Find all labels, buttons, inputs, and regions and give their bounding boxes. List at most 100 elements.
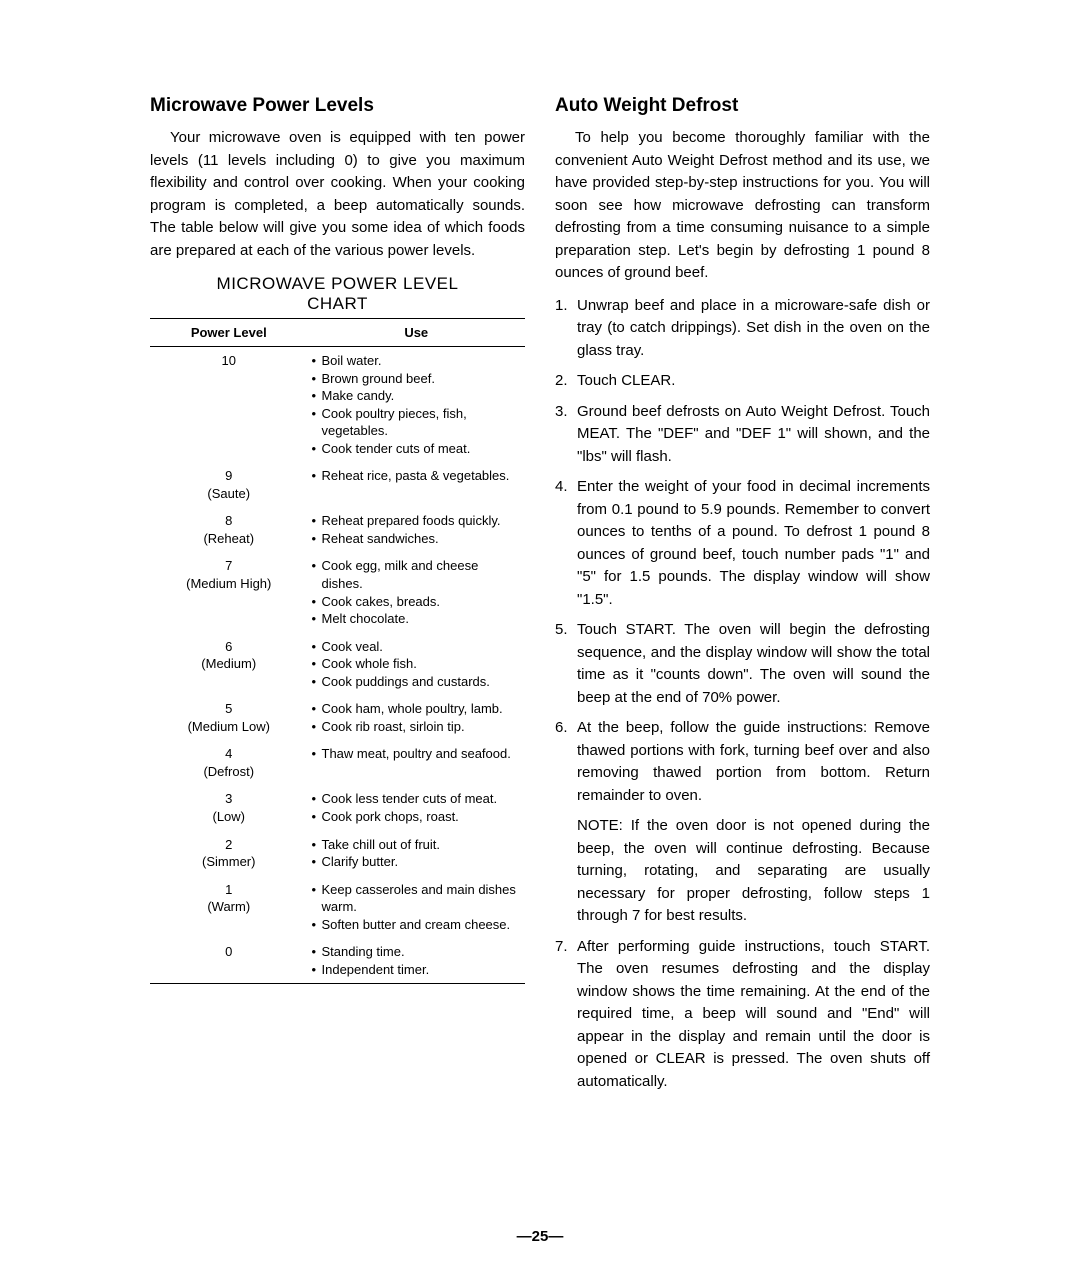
level-cell: 10 [150, 347, 308, 463]
use-item: Standing time. [312, 943, 522, 961]
table-row: 7(Medium High)Cook egg, milk and cheese … [150, 552, 525, 632]
level-cell: 3(Low) [150, 785, 308, 830]
level-number: 10 [154, 352, 304, 370]
chart-title: MICROWAVE POWER LEVEL CHART [150, 274, 525, 314]
use-item: Cook egg, milk and cheese dishes. [312, 557, 522, 592]
use-item: Cook poultry pieces, fish, vegetables. [312, 405, 522, 440]
chart-title-line2: CHART [307, 294, 368, 313]
defrost-heading: Auto Weight Defrost [555, 95, 930, 117]
table-row: 5(Medium Low)Cook ham, whole poultry, la… [150, 695, 525, 740]
uses-cell: Reheat rice, pasta & vegetables. [308, 462, 526, 507]
level-cell: 8(Reheat) [150, 507, 308, 552]
use-item: Cook veal. [312, 638, 522, 656]
right-column: Auto Weight Defrost To help you become t… [555, 95, 930, 1101]
use-item: Thaw meat, poultry and seafood. [312, 745, 522, 763]
level-number: 9 [154, 467, 304, 485]
step-item: Ground beef defrosts on Auto Weight Defr… [555, 401, 930, 469]
use-item: Reheat rice, pasta & vegetables. [312, 467, 522, 485]
left-column: Microwave Power Levels Your microwave ov… [150, 95, 525, 1101]
uses-cell: Standing time.Independent timer. [308, 938, 526, 984]
level-cell: 0 [150, 938, 308, 984]
use-item: Cook pork chops, roast. [312, 808, 522, 826]
use-item: Reheat prepared foods quickly. [312, 512, 522, 530]
use-item: Keep casseroles and main dishes warm. [312, 881, 522, 916]
use-item: Cook less tender cuts of meat. [312, 790, 522, 808]
table-row: 8(Reheat)Reheat prepared foods quickly.R… [150, 507, 525, 552]
use-item: Cook puddings and custards. [312, 673, 522, 691]
level-number: 7 [154, 557, 304, 575]
defrost-steps-list: Unwrap beef and place in a microware-saf… [555, 295, 930, 1094]
use-item: Clarify butter. [312, 853, 522, 871]
use-item: Melt chocolate. [312, 610, 522, 628]
uses-cell: Cook egg, milk and cheese dishes.Cook ca… [308, 552, 526, 632]
defrost-paragraph: To help you become thoroughly familiar w… [555, 127, 930, 285]
table-row: 9(Saute)Reheat rice, pasta & vegetables. [150, 462, 525, 507]
level-number: 5 [154, 700, 304, 718]
table-header-use: Use [308, 319, 526, 347]
note-text: NOTE: If the oven door is not opened dur… [555, 815, 930, 928]
uses-cell: Thaw meat, poultry and seafood. [308, 740, 526, 785]
level-name: (Warm) [154, 898, 304, 916]
level-cell: 1(Warm) [150, 876, 308, 939]
table-row: 4(Defrost)Thaw meat, poultry and seafood… [150, 740, 525, 785]
power-levels-heading: Microwave Power Levels [150, 95, 525, 117]
table-row: 6(Medium)Cook veal.Cook whole fish.Cook … [150, 633, 525, 696]
level-cell: 7(Medium High) [150, 552, 308, 632]
power-levels-paragraph: Your microwave oven is equipped with ten… [150, 127, 525, 262]
use-item: Reheat sandwiches. [312, 530, 522, 548]
use-item: Cook whole fish. [312, 655, 522, 673]
step-item: Enter the weight of your food in decimal… [555, 476, 930, 611]
use-item: Cook rib roast, sirloin tip. [312, 718, 522, 736]
table-row: 1(Warm)Keep casseroles and main dishes w… [150, 876, 525, 939]
uses-cell: Cook veal.Cook whole fish.Cook puddings … [308, 633, 526, 696]
level-cell: 4(Defrost) [150, 740, 308, 785]
uses-cell: Keep casseroles and main dishes warm.Sof… [308, 876, 526, 939]
use-item: Boil water. [312, 352, 522, 370]
use-item: Take chill out of fruit. [312, 836, 522, 854]
table-row: 2(Simmer)Take chill out of fruit.Clarify… [150, 831, 525, 876]
use-item: Brown ground beef. [312, 370, 522, 388]
power-level-table: Power Level Use 10Boil water.Brown groun… [150, 318, 525, 984]
level-name: (Low) [154, 808, 304, 826]
use-item: Make candy. [312, 387, 522, 405]
step-item: At the beep, follow the guide instructio… [555, 717, 930, 807]
level-name: (Defrost) [154, 763, 304, 781]
page-number: —25— [517, 1228, 564, 1245]
step-item: Touch CLEAR. [555, 370, 930, 393]
table-row: 10Boil water.Brown ground beef.Make cand… [150, 347, 525, 463]
step-item: After performing guide instructions, tou… [555, 936, 930, 1094]
table-row: 3(Low)Cook less tender cuts of meat.Cook… [150, 785, 525, 830]
level-cell: 5(Medium Low) [150, 695, 308, 740]
level-number: 0 [154, 943, 304, 961]
level-name: (Simmer) [154, 853, 304, 871]
step-item: Unwrap beef and place in a microware-saf… [555, 295, 930, 363]
use-item: Cook ham, whole poultry, lamb. [312, 700, 522, 718]
use-item: Soften butter and cream cheese. [312, 916, 522, 934]
level-cell: 9(Saute) [150, 462, 308, 507]
level-name: (Medium Low) [154, 718, 304, 736]
uses-cell: Take chill out of fruit.Clarify butter. [308, 831, 526, 876]
table-header-level: Power Level [150, 319, 308, 347]
level-cell: 2(Simmer) [150, 831, 308, 876]
level-name: (Medium) [154, 655, 304, 673]
chart-title-line1: MICROWAVE POWER LEVEL [217, 274, 459, 293]
level-number: 8 [154, 512, 304, 530]
level-name: (Reheat) [154, 530, 304, 548]
step-item: Touch START. The oven will begin the def… [555, 619, 930, 709]
level-number: 2 [154, 836, 304, 854]
page-container: Microwave Power Levels Your microwave ov… [150, 95, 930, 1101]
level-number: 4 [154, 745, 304, 763]
uses-cell: Cook ham, whole poultry, lamb.Cook rib r… [308, 695, 526, 740]
level-name: (Medium High) [154, 575, 304, 593]
uses-cell: Boil water.Brown ground beef.Make candy.… [308, 347, 526, 463]
uses-cell: Cook less tender cuts of meat.Cook pork … [308, 785, 526, 830]
level-number: 6 [154, 638, 304, 656]
use-item: Independent timer. [312, 961, 522, 979]
use-item: Cook cakes, breads. [312, 593, 522, 611]
level-number: 1 [154, 881, 304, 899]
level-number: 3 [154, 790, 304, 808]
table-row: 0Standing time.Independent timer. [150, 938, 525, 984]
use-item: Cook tender cuts of meat. [312, 440, 522, 458]
uses-cell: Reheat prepared foods quickly.Reheat san… [308, 507, 526, 552]
level-name: (Saute) [154, 485, 304, 503]
